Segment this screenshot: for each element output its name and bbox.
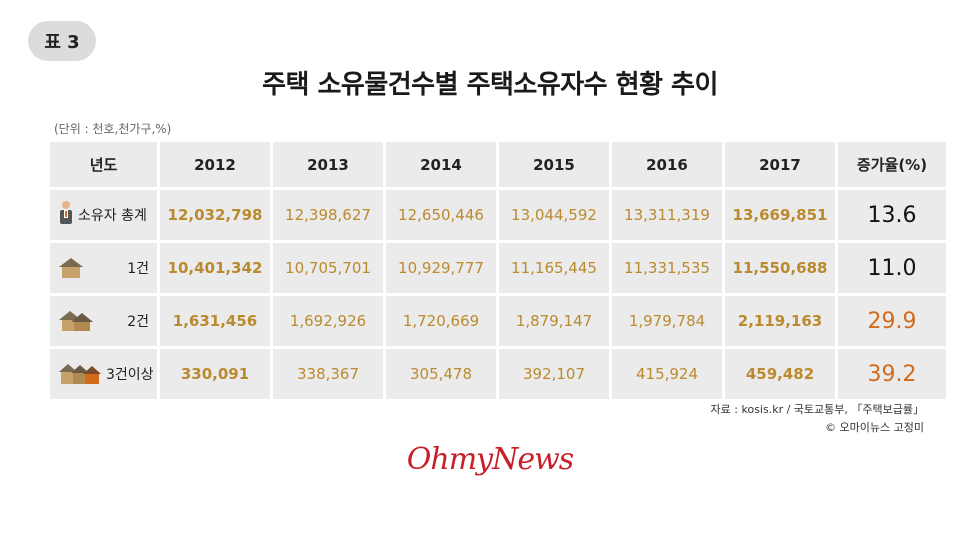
table-cell: 459,482 <box>725 349 835 399</box>
source-line: 자료 : kosis.kr / 국토교통부, 「주택보급률」 <box>710 403 924 416</box>
house-icon <box>58 257 84 279</box>
table-cell: 1,979,784 <box>612 296 722 346</box>
row-label-text: 소유자 총계 <box>78 208 147 224</box>
table-cell: 10,929,777 <box>386 243 496 293</box>
row-label-one-house: 1건 <box>50 243 157 293</box>
growth-rate-cell: 29.9 <box>838 296 946 346</box>
table-cell: 1,692,926 <box>273 296 383 346</box>
row-label-total-owners: 소유자 총계 <box>50 190 157 240</box>
header-2017: 2017 <box>725 142 835 187</box>
table-cell: 2,119,163 <box>725 296 835 346</box>
table-cell: 1,879,147 <box>499 296 609 346</box>
table-cell: 13,044,592 <box>499 190 609 240</box>
header-year: 년도 <box>50 142 157 187</box>
table-cell: 12,398,627 <box>273 190 383 240</box>
header-2015: 2015 <box>499 142 609 187</box>
table-cell: 12,650,446 <box>386 190 496 240</box>
ohmynews-logo: OhmyNews <box>406 442 574 477</box>
table-cell: 305,478 <box>386 349 496 399</box>
header-2013: 2013 <box>273 142 383 187</box>
table-cell: 11,550,688 <box>725 243 835 293</box>
table-cell: 13,669,851 <box>725 190 835 240</box>
table-cell: 1,631,456 <box>160 296 270 346</box>
page-title: 주택 소유물건수별 주택소유자수 현황 추이 <box>262 70 718 100</box>
copyright-line: © 오마이뉴스 고정미 <box>825 421 924 434</box>
table-cell: 330,091 <box>160 349 270 399</box>
table-cell: 1,720,669 <box>386 296 496 346</box>
header-2016: 2016 <box>612 142 722 187</box>
table-cell: 10,401,342 <box>160 243 270 293</box>
table-cell: 10,705,701 <box>273 243 383 293</box>
growth-rate-cell: 39.2 <box>838 349 946 399</box>
header-2012: 2012 <box>160 142 270 187</box>
table-cell: 392,107 <box>499 349 609 399</box>
header-growth-rate: 증가율(%) <box>838 142 946 187</box>
table-cell: 11,165,445 <box>499 243 609 293</box>
row-label-two-houses: 2건 <box>50 296 157 346</box>
three-houses-icon <box>58 363 102 385</box>
table-cell: 338,367 <box>273 349 383 399</box>
table-cell: 13,311,319 <box>612 190 722 240</box>
row-label-text: 1건 <box>127 261 149 277</box>
growth-rate-cell: 11.0 <box>838 243 946 293</box>
row-label-text: 3건이상 <box>106 367 154 383</box>
person-icon <box>58 200 74 230</box>
header-2014: 2014 <box>386 142 496 187</box>
table-number-badge: 표 3 <box>28 21 96 61</box>
table-cell: 11,331,535 <box>612 243 722 293</box>
source-note: 자료 : kosis.kr / 국토교통부, 「주택보급률」 © 오마이뉴스 고… <box>711 401 924 437</box>
row-label-text: 2건 <box>127 314 149 330</box>
growth-rate-cell: 13.6 <box>838 190 946 240</box>
row-label-three-plus-houses: 3건이상 <box>50 349 157 399</box>
two-houses-icon <box>58 310 94 332</box>
table-cell: 12,032,798 <box>160 190 270 240</box>
data-table: 년도 2012 2013 2014 2015 2016 2017 증가율(%) … <box>50 142 965 399</box>
table-cell: 415,924 <box>612 349 722 399</box>
unit-note: (단위 : 천호,천가구,%) <box>54 122 172 136</box>
